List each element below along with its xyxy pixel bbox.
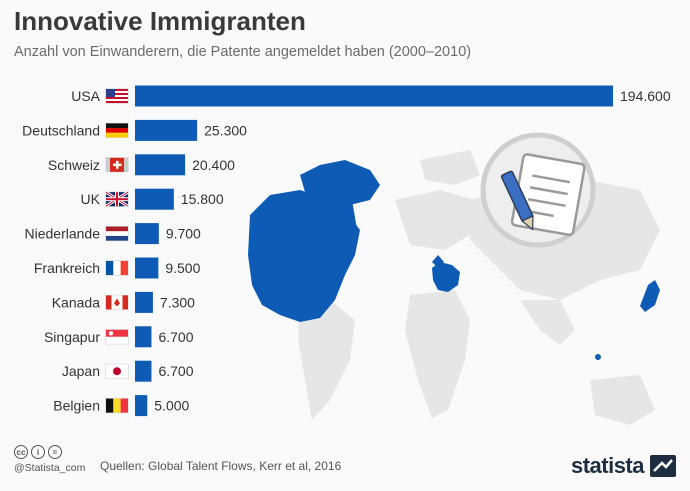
fr-flag-icon xyxy=(105,260,129,276)
bar-row: Belgien 5.000 xyxy=(53,395,190,417)
value-label: 9.500 xyxy=(165,260,200,276)
map-highlight-north-america xyxy=(248,160,380,322)
category-label: Deutschland xyxy=(22,122,100,138)
bar xyxy=(135,154,186,176)
map-highlight-japan xyxy=(640,280,660,312)
bar xyxy=(135,257,159,279)
map-highlight-europe xyxy=(432,255,460,292)
bar-row: Frankreich 9.500 xyxy=(34,257,201,279)
statista-logo: statista xyxy=(571,453,676,479)
value-label: 9.700 xyxy=(166,226,201,242)
bar xyxy=(135,85,613,107)
equals-icon: = xyxy=(48,445,62,459)
chart-subtitle: Anzahl von Einwanderern, die Patente ang… xyxy=(14,44,472,60)
bar xyxy=(135,326,152,348)
category-label: Japan xyxy=(62,363,100,379)
be-flag-icon xyxy=(105,398,129,414)
bar-row: USA 194.600 xyxy=(71,85,671,107)
us-flag-icon xyxy=(105,88,129,104)
value-label: 6.700 xyxy=(158,363,193,379)
value-label: 7.300 xyxy=(160,294,195,310)
patent-document-pen-icon xyxy=(480,132,596,248)
license-icons: cc i = xyxy=(14,445,62,459)
value-label: 194.600 xyxy=(620,88,671,104)
value-label: 6.700 xyxy=(158,329,193,345)
bar-row: Singapur 6.700 xyxy=(44,326,194,348)
bar-row: Japan 6.700 xyxy=(62,360,194,382)
uk-flag-icon xyxy=(105,190,129,208)
chart-title: Innovative Immigranten xyxy=(14,6,306,36)
map-highlight-singapore xyxy=(595,354,601,360)
category-label: USA xyxy=(71,88,100,104)
ca-flag-icon xyxy=(105,294,129,310)
source-note: Quellen: Global Talent Flows, Kerr et al… xyxy=(100,459,342,473)
bar-row: Schweiz 20.400 xyxy=(48,154,235,176)
statista-handle: @Statista_com xyxy=(14,462,86,474)
category-label: Frankreich xyxy=(34,260,100,276)
nl-flag-icon xyxy=(105,226,129,242)
value-label: 15.800 xyxy=(181,191,224,207)
bar xyxy=(135,188,174,210)
bar xyxy=(135,119,198,141)
category-label: Schweiz xyxy=(48,157,100,173)
bar-row: UK 15.800 xyxy=(81,188,224,210)
brand-name: statista xyxy=(570,453,645,478)
category-label: Kanada xyxy=(52,294,100,310)
value-label: 25.300 xyxy=(204,122,247,138)
category-label: Singapur xyxy=(44,329,100,345)
category-label: UK xyxy=(81,191,101,207)
value-label: 5.000 xyxy=(154,398,189,414)
category-label: Belgien xyxy=(53,398,100,414)
person-icon: i xyxy=(31,445,45,459)
bar-row: Kanada 7.300 xyxy=(52,291,195,313)
de-flag-icon xyxy=(105,122,129,138)
statista-logo-icon xyxy=(650,455,676,477)
bar xyxy=(135,360,152,382)
cc-icon: cc xyxy=(14,445,28,459)
bar-row: Deutschland 25.300 xyxy=(22,119,247,141)
bar-row: Niederlande 9.700 xyxy=(25,223,201,245)
value-label: 20.400 xyxy=(192,157,235,173)
sg-flag-icon xyxy=(105,329,129,345)
category-label: Niederlande xyxy=(25,226,101,242)
bar xyxy=(135,223,159,245)
bar xyxy=(135,291,153,313)
bar xyxy=(135,395,148,417)
jp-flag-icon xyxy=(105,363,129,379)
ch-flag-icon xyxy=(105,157,129,173)
